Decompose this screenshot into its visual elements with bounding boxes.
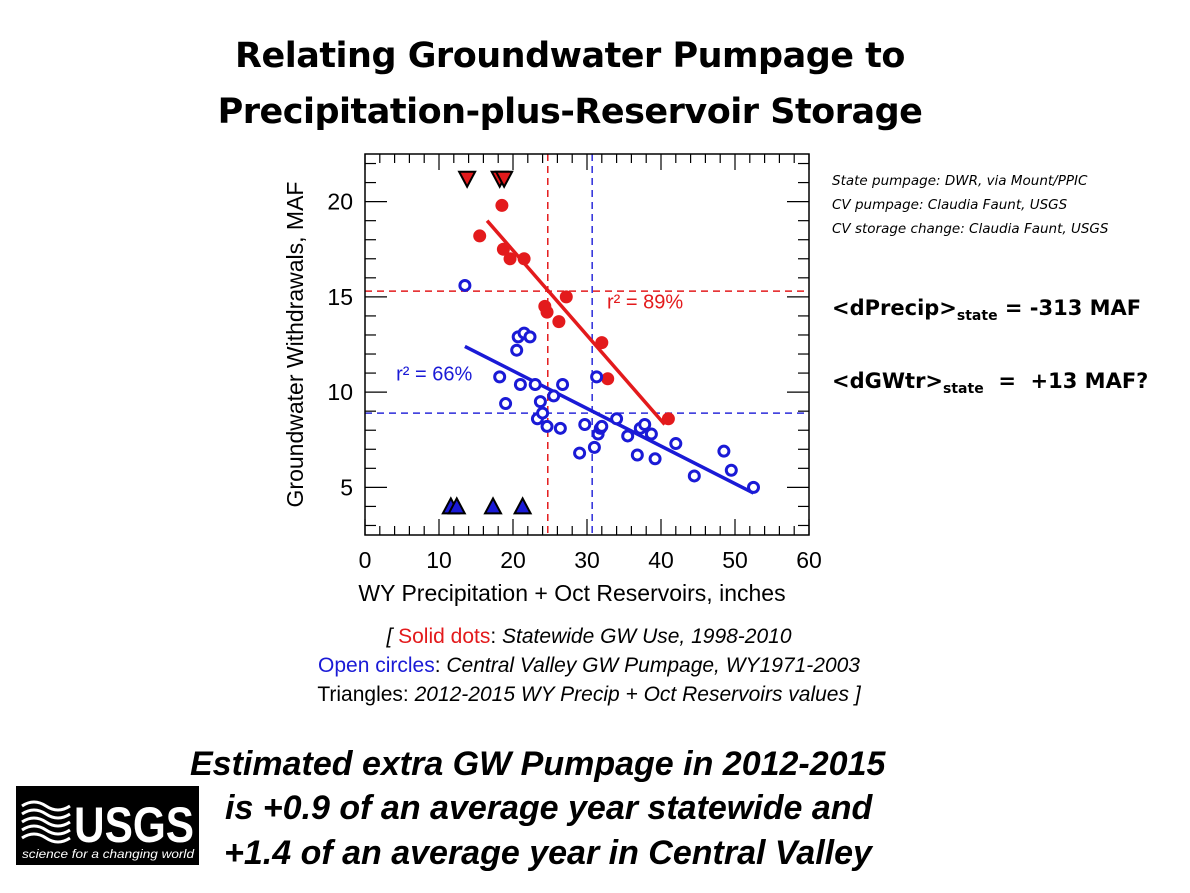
usgs-logo: USGS science for a changing world: [16, 786, 199, 865]
conclusion-line2: is +0.9 of an average year statewide and: [225, 789, 873, 827]
central-valley-point: [547, 389, 561, 403]
y-tick-label: 5: [340, 474, 353, 500]
statewide-point: [595, 336, 609, 350]
usgs-logo-text: USGS: [74, 797, 194, 853]
cv-2012-2015-triangle: [447, 496, 467, 515]
legend-tri-desc: 2012-2015 WY Precip + Oct Reservoirs val…: [414, 683, 861, 706]
statewide-point: [540, 305, 554, 319]
central-valley-point: [630, 448, 644, 462]
page-title-line2: Precipitation-plus-Reservoir Storage: [217, 92, 923, 132]
legend-solid-dots: [ Solid dots: Statewide GW Use, 1998-201…: [0, 622, 1178, 651]
central-valley-point: [499, 397, 513, 411]
statewide-point: [495, 198, 509, 212]
eq-value: = +13 MAF?: [983, 369, 1149, 393]
y-axis-label: Groundwater Withdrawals, MAF: [282, 182, 308, 508]
eq-value: = -313 MAF: [997, 296, 1142, 320]
legend-sep: :: [434, 654, 447, 677]
statewide-point: [473, 229, 487, 243]
central-valley-point: [587, 440, 601, 454]
central-valley-point: [556, 378, 570, 392]
statewide-2012-2015-triangle: [494, 170, 514, 189]
central-valley-point: [621, 429, 635, 443]
plot-frame: [364, 153, 810, 536]
eq-term: <dGWtr>: [832, 369, 944, 393]
central-valley-point: [590, 370, 604, 384]
x-tick-label: 10: [426, 547, 452, 573]
statewide-point: [601, 372, 615, 386]
central-valley-point: [717, 444, 731, 458]
central-valley-point: [536, 406, 550, 420]
statewide-point: [661, 412, 675, 426]
central-valley-point: [540, 419, 554, 433]
scatter-chart: 0 10 20 30 40 50 60 5 10 15 20 WY Precipitation + O…: [282, 153, 822, 606]
statewide-point: [552, 315, 566, 329]
precip-equation: <dPrecip>state = -313 MAF: [832, 296, 1141, 324]
gwtr-equation: <dGWtr>state = +13 MAF?: [832, 369, 1148, 397]
legend-blue-label: Open circles: [318, 654, 435, 677]
x-axis-label: WY Precipitation + Oct Reservoirs, inche…: [358, 580, 785, 606]
y-tick-label: 10: [327, 379, 353, 405]
y-tick-label: 20: [327, 189, 353, 215]
central-valley-point: [553, 421, 567, 435]
central-valley-point: [610, 412, 624, 426]
usgs-logo-graphic: USGS science for a changing world: [21, 797, 195, 861]
central-valley-point: [533, 395, 547, 409]
y-tick-label: 15: [327, 284, 353, 310]
statewide-point: [496, 242, 510, 256]
fit-line: [464, 344, 755, 495]
legend-red-label: Solid dots: [398, 625, 491, 648]
central-valley-point: [644, 427, 658, 441]
central-valley-point: [669, 437, 683, 451]
central-valley-point: [510, 343, 524, 357]
legend-open-circles: Open circles: Central Valley GW Pumpage,…: [0, 651, 1178, 680]
central-valley-point: [747, 480, 760, 494]
usgs-logo-tagline: science for a changing world: [22, 849, 195, 861]
central-valley-point: [578, 418, 592, 432]
source-line: State pumpage: DWR, via Mount/PPIC: [832, 173, 1088, 189]
legend-tri-label: Triangles: [317, 683, 403, 706]
x-tick-label: 50: [722, 547, 748, 573]
central-valley-point: [638, 418, 652, 432]
central-valley-point: [458, 278, 472, 292]
data-sources: State pumpage: DWR, via Mount/PPIC CV pu…: [832, 169, 1108, 241]
statewide-2012-2015-triangle: [457, 170, 477, 189]
fit-line: [485, 219, 667, 426]
legend-bracket: [: [386, 625, 399, 648]
central-valley-point: [687, 469, 701, 483]
legend-sep: :: [402, 683, 415, 706]
x-tick-label: 40: [648, 547, 674, 573]
legend-red-desc: Statewide GW Use, 1998-2010: [502, 625, 792, 648]
cv-2012-2015-triangle: [512, 496, 533, 515]
cv-2012-2015-triangle: [483, 496, 503, 515]
legend-triangles: Triangles: 2012-2015 WY Precip + Oct Res…: [0, 680, 1178, 709]
r2-label-statewide: r² = 89%: [607, 291, 683, 313]
x-tick-label: 60: [796, 547, 822, 573]
source-line: CV pumpage: Claudia Faunt, USGS: [832, 197, 1068, 213]
x-tick-label: 0: [359, 547, 372, 573]
statewide-point: [503, 252, 517, 266]
legend-blue-desc: Central Valley GW Pumpage, WY1971-2003: [446, 654, 860, 677]
central-valley-point: [724, 463, 738, 477]
r2-label-central-valley: r² = 66%: [396, 364, 472, 386]
statewide-point: [517, 252, 531, 266]
central-valley-point: [573, 446, 587, 460]
eq-subscript: state: [956, 308, 998, 325]
eq-term: <dPrecip>: [832, 296, 957, 320]
conclusion-line1: Estimated extra GW Pumpage in 2012-2015: [190, 745, 886, 783]
page-title-line1: Relating Groundwater Pumpage to: [235, 36, 905, 76]
central-valley-point: [493, 370, 507, 384]
central-valley-point: [523, 330, 537, 344]
statewide-point: [559, 290, 573, 304]
central-valley-point: [595, 419, 609, 433]
usgs-wave-icon: [21, 800, 71, 844]
central-valley-point: [528, 378, 542, 392]
central-valley-point: [648, 452, 662, 466]
source-line: CV storage change: Claudia Faunt, USGS: [832, 221, 1109, 237]
x-tick-label: 20: [500, 547, 526, 573]
legend-sep: :: [490, 625, 503, 648]
conclusion-line3: +1.4 of an average year in Central Valle…: [224, 834, 872, 872]
central-valley-point: [513, 378, 527, 392]
eq-subscript: state: [943, 381, 984, 398]
x-tick-label: 30: [574, 547, 600, 573]
